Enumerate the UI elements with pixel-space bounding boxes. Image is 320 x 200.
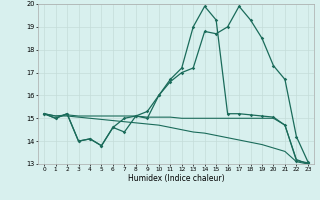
X-axis label: Humidex (Indice chaleur): Humidex (Indice chaleur) <box>128 174 224 183</box>
